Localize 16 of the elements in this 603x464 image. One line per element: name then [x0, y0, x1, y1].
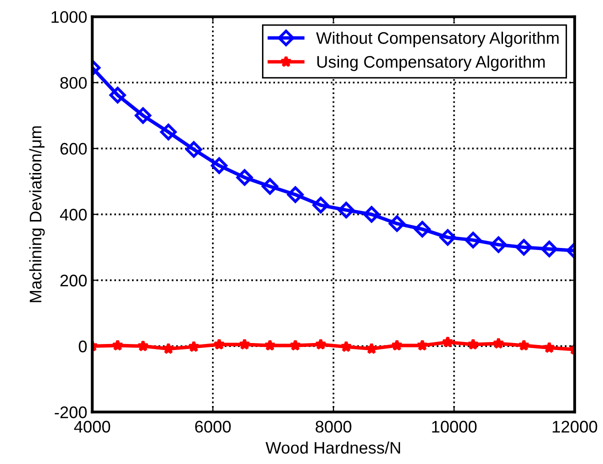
y-axis-title: Machining Deviation/μm — [29, 126, 45, 302]
y-tick-label: 1000 — [52, 11, 87, 23]
x-tick-label: 12000 — [552, 420, 598, 433]
x-axis-title: Wood Hardness/N — [266, 441, 400, 454]
legend-label: Using Compensatory Algorithm — [317, 56, 545, 72]
x-tick-label: 6000 — [195, 420, 231, 433]
x-tick-label: 8000 — [316, 420, 352, 433]
y-tick-label: -200 — [54, 406, 87, 418]
y-tick-label: 800 — [60, 76, 87, 89]
x-tick-label: 10000 — [432, 420, 477, 433]
y-tick-label: 200 — [60, 274, 87, 286]
y-tick-label: 0 — [78, 340, 87, 352]
legend-label: Without Compensatory Algorithm — [316, 32, 559, 48]
y-tick-label: 600 — [60, 142, 87, 155]
x-tick-label: 4000 — [74, 420, 110, 433]
y-tick-label: 400 — [60, 208, 87, 221]
